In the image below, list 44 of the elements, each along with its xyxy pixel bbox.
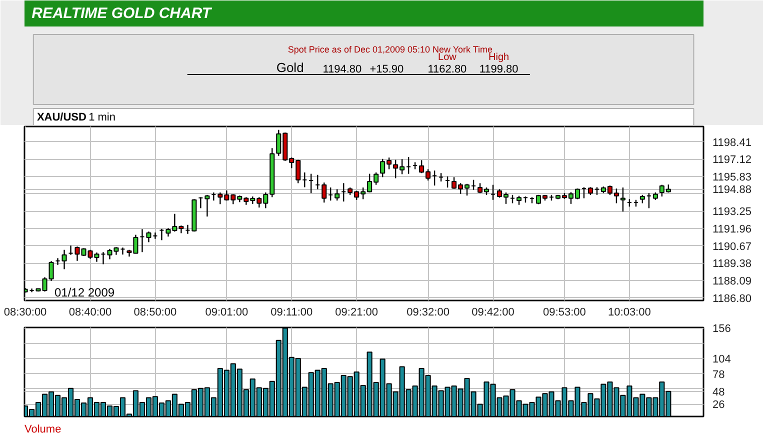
candlestick (620, 186, 626, 212)
y-tick-label: 78 (712, 368, 725, 381)
x-tick-label: 08:30:00 (4, 306, 47, 318)
text: 1199.80 (479, 64, 518, 76)
y-tick-label: 1197.12 (712, 154, 752, 166)
y-tick-label: 1191.96 (712, 223, 752, 236)
y-tick-label: 1189.38 (712, 258, 752, 270)
y-tick-label: 1190.67 (712, 240, 752, 253)
y-tick-label: 1198.41 (712, 136, 752, 149)
annotation: 01/12 2009 (54, 286, 115, 300)
x-tick-label: 09:32:00 (406, 306, 450, 318)
x-tick-label: 08:50:00 (134, 306, 177, 318)
text: 1194.80 (322, 64, 362, 76)
x-tick-label: 09:53:00 (543, 306, 586, 318)
x-tick-label: 08:40:00 (68, 306, 112, 318)
y-tick-label: 104 (712, 354, 731, 366)
y-tick-label: 1188.09 (712, 275, 752, 288)
candlestick (322, 182, 327, 204)
text: Low (438, 52, 458, 63)
x-tick-label: 10:03:00 (608, 306, 651, 318)
candlestick (516, 195, 522, 206)
text: XAU/USD (36, 112, 87, 124)
candlestick (334, 188, 340, 202)
text: +15.90 (370, 64, 404, 76)
text: High (488, 52, 510, 63)
y-tick-label: 1193.25 (712, 206, 752, 218)
y-tick-label: 1194.88 (712, 184, 752, 196)
x-tick-label: 09:11:00 (270, 306, 313, 318)
y-tick-label: 26 (712, 399, 725, 412)
y-tick-label: 1195.83 (712, 171, 752, 184)
y-tick-label: 156 (712, 323, 731, 336)
x-tick-label: 09:21:00 (335, 306, 378, 318)
candlestick (146, 230, 152, 243)
candlestick (204, 194, 210, 218)
text: 1162.80 (428, 64, 467, 76)
chart-subtitle: Spot Price as of Dec 01,2009 05:10 New York Time (288, 44, 493, 54)
x-tick-label: 09:42:00 (472, 306, 514, 318)
text: 1 min (88, 112, 116, 124)
text: Volume (24, 424, 62, 436)
chart-title: REALTIME GOLD CHART (32, 5, 213, 22)
text: Gold (276, 60, 304, 75)
x-tick-label: 09:01:00 (205, 306, 248, 318)
y-tick-label: 1186.80 (712, 292, 752, 305)
y-tick-label: 48 (712, 386, 725, 398)
